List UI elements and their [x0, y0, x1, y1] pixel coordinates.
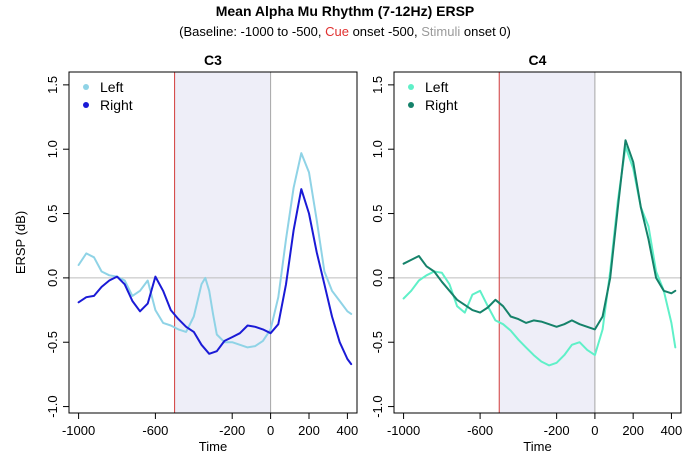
- c3-x-tick-label: 200: [298, 423, 320, 438]
- c3-y-tick-label: -0.5: [45, 331, 60, 353]
- c4-legend-marker-left: [408, 84, 414, 90]
- c4-x-tick-label: 0: [591, 423, 598, 438]
- c3-series-left-line: [77, 152, 353, 349]
- subtitle-cue: Cue: [325, 24, 349, 39]
- c4-y-tick-label: 1.0: [370, 140, 385, 158]
- c3-y-tick-label: 0.0: [45, 269, 60, 287]
- subtitle: (Baseline: -1000 to -500, Cue onset -500…: [0, 24, 690, 39]
- subtitle-suffix: onset 0): [460, 24, 511, 39]
- c4-x-tick-label: -1000: [387, 423, 420, 438]
- c3-y-tick-label: 1.0: [45, 140, 60, 158]
- c3-x-tick-label: -200: [219, 423, 245, 438]
- c3-plot-frame: [68, 71, 358, 414]
- c4-legend-label-right: Right: [425, 97, 458, 113]
- c4-y-tick-label: 0.0: [370, 269, 385, 287]
- c4-panel-title: C4: [529, 52, 547, 68]
- main-title: Mean Alpha Mu Rhythm (7-12Hz) ERSP: [215, 3, 475, 19]
- c3-x-tick-label: 0: [267, 423, 274, 438]
- c3-x-tick-label: -1000: [62, 423, 95, 438]
- c3-legend-marker-right: [83, 102, 89, 108]
- c4-legend-label-left: Left: [425, 79, 448, 95]
- c4-legend-marker-right: [408, 102, 414, 108]
- subtitle-mid: onset -500,: [348, 24, 422, 39]
- c4-x-axis-label: Time: [523, 439, 551, 454]
- c3-legend-marker-left: [83, 84, 89, 90]
- c3-shaded-interval: [174, 72, 271, 413]
- c3-x-tick-label: -600: [142, 423, 168, 438]
- c3-legend-label-left: Left: [100, 79, 123, 95]
- c4-series-left-line: [402, 145, 677, 367]
- c3-y-axis-label: ERSP (dB): [13, 211, 28, 274]
- c4-series-right-line: [402, 139, 677, 331]
- c3-series-right-line: [77, 188, 353, 366]
- subtitle-prefix: (Baseline: -1000 to -500,: [179, 24, 326, 39]
- c4-shaded-interval: [499, 72, 595, 413]
- c4-x-tick-label: -200: [544, 423, 570, 438]
- c4-y-tick-label: 0.5: [370, 205, 385, 223]
- c4-x-tick-label: -600: [467, 423, 493, 438]
- c4-x-tick-label: 400: [661, 423, 683, 438]
- subtitle-stimuli: Stimuli: [421, 24, 461, 39]
- c4-y-tick-label: -1.0: [370, 395, 385, 417]
- c3-x-axis-label: Time: [199, 439, 227, 454]
- c3-y-tick-label: -1.0: [45, 395, 60, 417]
- c3-panel-title: C3: [204, 52, 222, 68]
- c4-plot-frame: [393, 71, 682, 414]
- c3-y-tick-label: 1.5: [45, 76, 60, 94]
- c4-y-tick-label: -0.5: [370, 331, 385, 353]
- c3-legend-label-right: Right: [100, 97, 133, 113]
- c4-y-tick-label: 1.5: [370, 76, 385, 94]
- c4-x-tick-label: 200: [622, 423, 644, 438]
- c3-y-tick-label: 0.5: [45, 205, 60, 223]
- c3-x-tick-label: 400: [337, 423, 359, 438]
